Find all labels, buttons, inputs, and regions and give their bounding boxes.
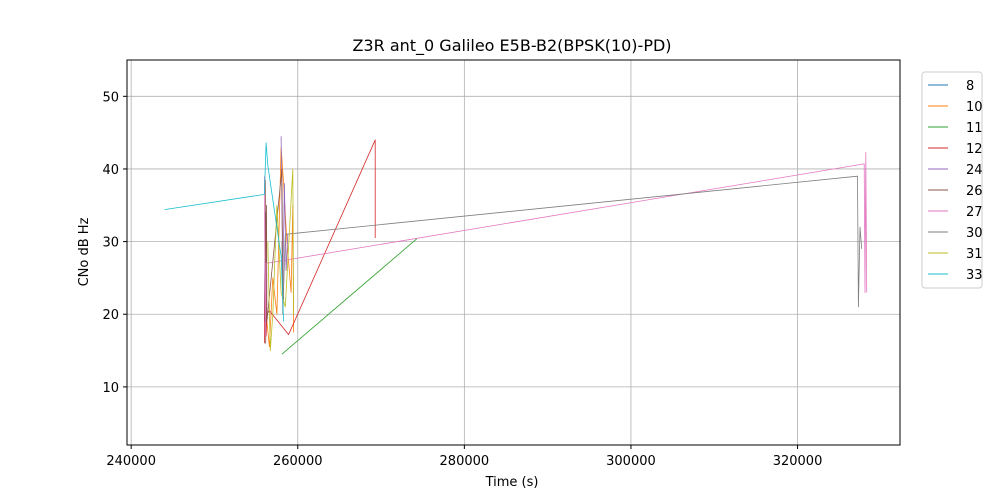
- plot-area: [126, 59, 901, 446]
- legend-box: [921, 71, 983, 289]
- legend-label-26: 26: [966, 184, 983, 199]
- legend-label-24: 24: [966, 163, 983, 178]
- plot-frame: [126, 59, 901, 446]
- x-axis: 240000 260000 280000 300000 320000: [106, 445, 822, 469]
- legend-label-33: 33: [966, 268, 983, 283]
- legend-label-8: 8: [966, 79, 974, 94]
- x-tick-label: 320000: [773, 454, 823, 469]
- y-tick-label: 50: [102, 90, 119, 105]
- y-tick-label: 30: [102, 236, 119, 251]
- legend-label-10: 10: [966, 100, 983, 115]
- legend-label-11: 11: [966, 121, 983, 136]
- legend-label-12: 12: [966, 142, 983, 157]
- y-tick-label: 40: [102, 163, 119, 178]
- legend-label-31: 31: [966, 247, 983, 262]
- legend-label-30: 30: [966, 226, 983, 241]
- y-axis: 10 20 30 40 50: [102, 90, 127, 396]
- x-tick-label: 260000: [273, 454, 323, 469]
- legend: 8 10 11 12 24 26 27 30 31 33: [921, 71, 983, 289]
- series-line-11: [281, 238, 418, 355]
- y-tick-label: 20: [102, 308, 119, 323]
- x-tick-label: 240000: [106, 454, 156, 469]
- series-line-30: [281, 175, 863, 315]
- x-axis-label: Time (s): [485, 475, 539, 490]
- legend-label-27: 27: [966, 205, 983, 220]
- series-layer: [164, 136, 868, 355]
- series-line-27: [264, 151, 868, 337]
- y-axis-label: CNo dB Hz: [77, 217, 92, 286]
- chart-title: Z3R ant_0 Galileo E5B-B2(BPSK(10)-PD): [352, 36, 671, 56]
- grid: [127, 60, 900, 445]
- series-line-31: [267, 168, 295, 352]
- x-tick-label: 280000: [440, 454, 490, 469]
- y-tick-label: 10: [102, 381, 119, 396]
- series-line-33: [164, 142, 284, 322]
- x-tick-label: 300000: [606, 454, 656, 469]
